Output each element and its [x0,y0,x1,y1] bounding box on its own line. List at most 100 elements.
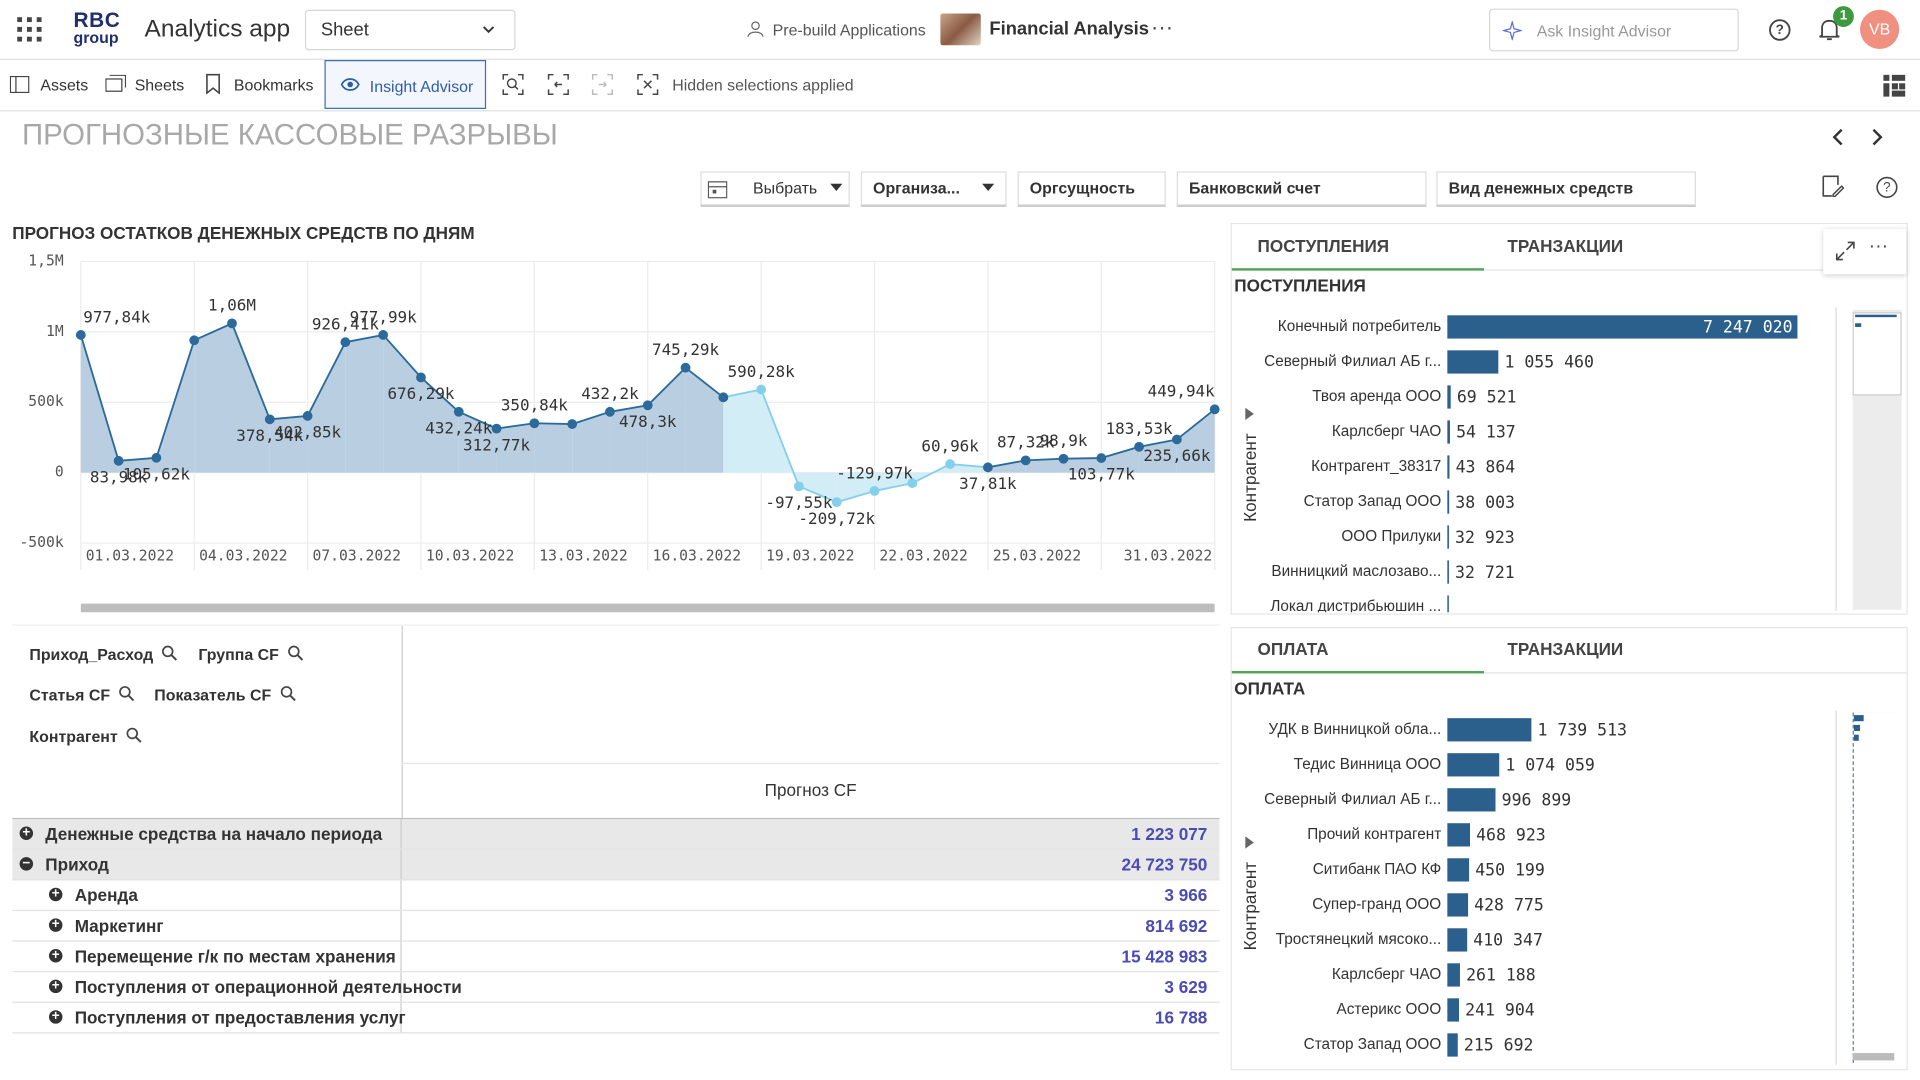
logo-bottom: group [73,29,118,46]
row-label: Поступления от предоставления услуг [75,1004,406,1031]
table-row: +Денежные средства на начало периода1 22… [12,819,1219,850]
value-label: 7 247 020 [1703,318,1793,337]
tab[interactable]: ПОСТУПЛЕНИЯ [1258,236,1390,256]
cell-value: 15 428 983 [402,942,1220,971]
area-segment [194,323,232,472]
entity-filter[interactable]: Оргсущность [1018,171,1166,207]
row-label: Приход [45,851,109,878]
data-point [605,407,615,417]
mini-scroll-track[interactable] [1853,310,1902,610]
dimension-header[interactable]: Приход_Расход [29,645,177,663]
filter-label: Организа... [873,179,960,197]
data-point [454,407,464,417]
insight-advisor-button[interactable]: Insight Advisor [324,60,486,109]
tab[interactable]: ТРАНЗАКЦИИ [1507,639,1623,659]
expand-button[interactable]: + [20,827,33,840]
expand-button[interactable] [1834,240,1856,262]
mini-scroll-thumb[interactable] [1853,713,1902,1063]
prebuild-link[interactable]: Pre-build Applications [773,21,926,39]
value-label: 1 074 059 [1505,756,1595,775]
category-label: Астерикс ООО [1337,1001,1442,1018]
mini-scroll-handle[interactable] [1853,1053,1895,1060]
help-button[interactable]: ? [1768,18,1791,41]
data-label: 590,28k [728,362,795,381]
value-label: 996 899 [1502,791,1572,810]
dimension-label: Контрагент [29,727,117,745]
x-tick-label: 01.03.2022 [86,548,174,565]
dimension-header[interactable]: Статья CF [29,686,134,704]
search-glyph [128,729,138,739]
row-label: Маркетинг [75,912,164,939]
y-tick-label: -500k [19,534,63,551]
row-header: + Маркетинг [12,911,401,940]
bar [1447,350,1498,373]
dropdown-arrow [982,184,994,191]
data-point [907,478,917,488]
category-label: УДК в Винницкой обла... [1268,721,1441,738]
category-label: Конечный потребитель [1278,318,1441,335]
bank-account-filter[interactable]: Банковский счет [1177,171,1427,207]
dimension-label: Приход_Расход [29,645,153,663]
horizontal-scrollbar [81,604,1215,613]
data-point [945,459,955,469]
layout-toggle[interactable] [1883,75,1905,97]
dropdown-arrow [830,184,842,191]
search-glyph [120,687,130,697]
data-label: 235,66k [1143,446,1210,465]
mini-divider [1836,307,1837,611]
bookmarks-icon [206,73,221,94]
app-thumbnail [940,13,980,45]
collapse-button[interactable]: − [20,857,33,870]
data-point [832,497,842,507]
expand-button[interactable]: + [49,949,62,962]
tab[interactable]: ОПЛАТА [1258,639,1329,659]
value-label: 54 137 [1456,423,1516,442]
x-tick-label: 10.03.2022 [426,548,514,565]
selection-tools[interactable] [502,73,661,95]
data-label: 350,84k [501,396,568,415]
assets-button[interactable]: Assets [40,76,88,94]
table-row: +Маркетинг814 692 [12,911,1219,942]
mini-scroll-track[interactable] [1853,713,1902,1063]
expand-button[interactable]: + [49,1010,62,1023]
expand-button[interactable]: + [49,980,62,993]
sheet-navigation[interactable] [1829,127,1888,147]
data-point [870,486,880,496]
expand-button[interactable]: + [49,918,62,931]
active-tab-indicator [1232,671,1484,673]
row-label: Денежные средства на начало периода [45,820,382,847]
data-label: 183,53k [1106,419,1173,438]
notes-button[interactable] [1822,175,1844,197]
sheet-select[interactable]: Sheet [305,10,516,50]
measure-header: Прогноз CF [402,780,1220,800]
bar [1447,963,1460,986]
value-label: 241 904 [1465,1001,1535,1020]
data-label: 745,29k [652,340,719,359]
data-label: 977,99k [350,307,417,326]
dimension-header[interactable]: Контрагент [29,727,142,745]
svg-text:?: ? [1776,22,1784,37]
sheets-button[interactable]: Sheets [135,76,185,94]
expand-button[interactable]: + [49,888,62,901]
more-menu[interactable]: ··· [1151,15,1173,41]
bar [1447,490,1449,513]
tab[interactable]: ТРАНЗАКЦИИ [1507,236,1623,256]
search-box[interactable]: Ask Insight Advisor [1489,9,1739,52]
category-label: Карлсберг ЧАО [1332,966,1441,983]
axis-title: Контрагент [1240,433,1260,522]
search-glyph [128,696,133,701]
data-point [340,337,350,347]
bar [1447,420,1450,443]
cash-type-filter[interactable]: Вид денежных средств [1436,171,1696,207]
dimension-header[interactable]: Показатель CF [154,686,295,704]
user-avatar[interactable]: VB [1860,10,1899,49]
apps-menu[interactable] [17,17,41,41]
category-label: Тедис Винница ООО [1294,756,1442,773]
dimension-header[interactable]: Группа CF [198,645,303,663]
mini-bar [1855,323,1861,327]
category-label: Статор Запад ООО [1304,1036,1442,1053]
sheet-help[interactable]: ? [1876,176,1898,198]
cell-value: 3 966 [402,880,1220,909]
more-button[interactable]: ··· [1869,236,1889,258]
bookmarks-button[interactable]: Bookmarks [234,76,314,94]
